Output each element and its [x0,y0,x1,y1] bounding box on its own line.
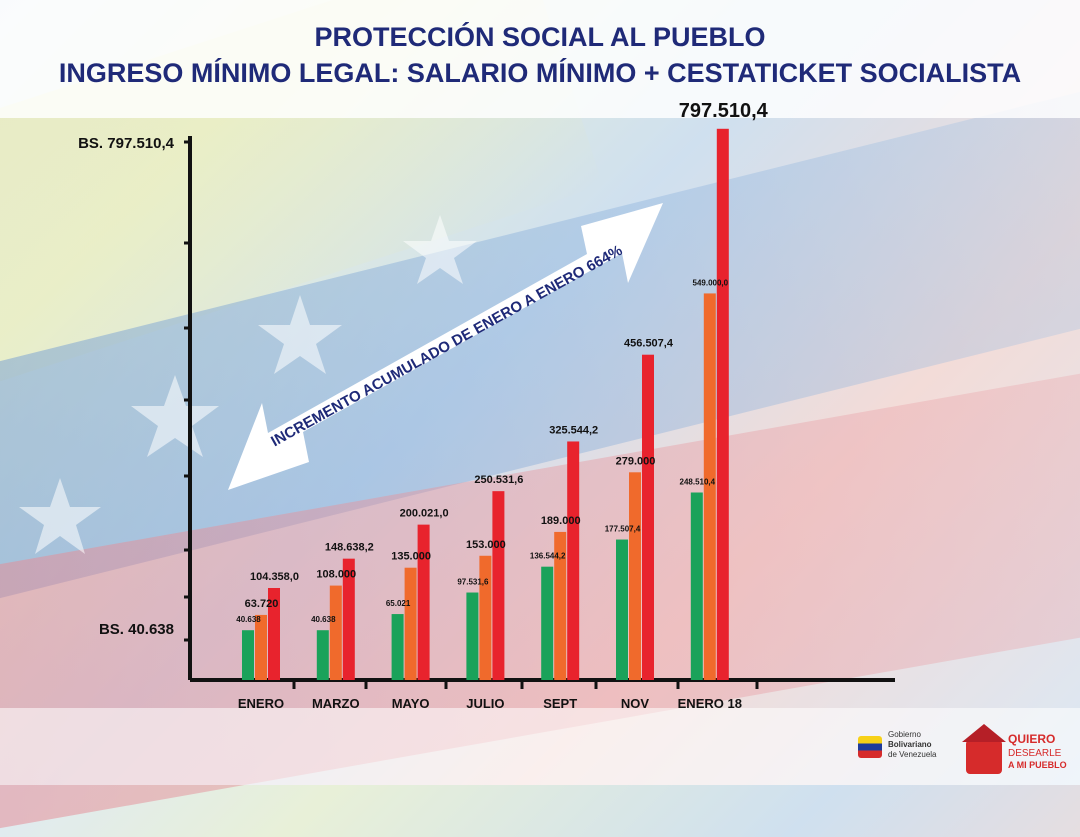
logo-quiero-line1: QUIERO [1008,732,1055,746]
chart: 40.638 63.720 104.358,0 40.638 108.000 148.63… [19,99,1067,774]
star-icon [403,215,477,284]
category-label: ENERO 18 [678,696,742,711]
category-label: NOV [621,696,650,711]
bar-orange [629,472,641,680]
category-label: JULIO [466,696,504,711]
chart-data-labels: 40.638 63.720 104.358,0 40.638 108.000 148.63… [236,100,768,624]
data-label: 136.544,2 [530,552,566,561]
category-label: MAYO [392,696,430,711]
double-arrow-icon [228,203,663,490]
bar-green [316,630,329,680]
decorative-stars [19,215,477,554]
gift-house-icon [966,740,1002,774]
bar-orange [329,585,342,680]
data-label: 797.510,4 [679,100,769,122]
data-label: 63.720 [245,598,279,610]
data-label: 40.638 [311,615,336,624]
star-icon [131,375,219,457]
logo-gobierno: Gobierno Bolivariano de Venezuela [858,730,937,759]
bar-orange [554,531,567,680]
bar-red [567,441,580,680]
bar-red [268,588,280,680]
category-label: SEPT [543,696,577,711]
logo-gobierno-line2: Bolivariano [888,740,932,749]
data-label: 325.544,2 [549,424,598,436]
bar-red [417,524,430,680]
data-label: 97.531,6 [457,578,489,587]
chart-axes [184,136,895,689]
bar-red [716,128,729,680]
chart-y-labels: BS. 797.510,4 BS. 40.638 [78,135,175,638]
data-label: 177.507,4 [605,525,641,534]
data-label: 153.000 [466,539,506,551]
bar-green [690,492,703,680]
data-label: 200.021,0 [400,508,449,520]
venezuela-flag-icon [858,736,882,758]
data-label: 248.510,4 [680,478,716,487]
y-axis-label: BS. 40.638 [99,621,174,638]
data-label: 250.531,6 [474,474,523,486]
page-title: PROTECCIÓN SOCIAL AL PUEBLO [314,22,766,52]
footer [0,708,1080,785]
data-label: 549.000,0 [693,278,729,287]
bar-red [492,491,505,680]
bar-green [541,566,554,680]
bar-red [642,354,654,680]
logo-quiero: QUIERO DESEARLE A MI PUEBLO [962,724,1067,774]
category-label: MARZO [312,696,360,711]
bar-orange [404,567,417,680]
star-icon [258,295,342,374]
bar-green [391,614,404,680]
bar-green [466,592,479,680]
roof-icon [962,724,1006,742]
data-label: 279.000 [616,455,656,467]
chart-bars [242,128,729,680]
data-label: 108.000 [316,569,356,581]
category-label: ENERO [238,696,284,711]
bar-red [342,558,355,680]
bar-green [242,630,254,680]
bar-orange [703,293,716,680]
data-label: 104.358,0 [250,571,299,583]
bar-orange [255,614,267,680]
data-label: 189.000 [541,515,581,527]
y-axis-label: BS. 797.510,4 [78,135,175,152]
chart-category-labels: ENERO MARZO MAYO JULIO SEPT NOV ENERO 18 [238,696,742,711]
logo-gobierno-line1: Gobierno [888,730,921,739]
logo-quiero-line3: A MI PUEBLO [1008,760,1067,770]
bar-green [616,539,628,680]
logo-gobierno-line3: de Venezuela [888,750,937,759]
data-label: 65.021 [386,599,411,608]
logo-quiero-line2: DESEARLE [1008,748,1062,759]
star-icon [19,478,101,554]
data-label: 135.000 [391,551,431,563]
bar-orange [479,555,492,680]
page-subtitle: INGRESO MÍNIMO LEGAL: SALARIO MÍNIMO + C… [58,58,1022,88]
increment-arrow-label: INCREMENTO ACUMULADO DE ENERO A ENERO 66… [268,242,625,450]
data-label: 40.638 [236,615,261,624]
data-label: 456.507,4 [624,338,674,350]
data-label: 148.638,2 [325,542,374,554]
header: PROTECCIÓN SOCIAL AL PUEBLO INGRESO MÍNI… [0,0,1080,118]
